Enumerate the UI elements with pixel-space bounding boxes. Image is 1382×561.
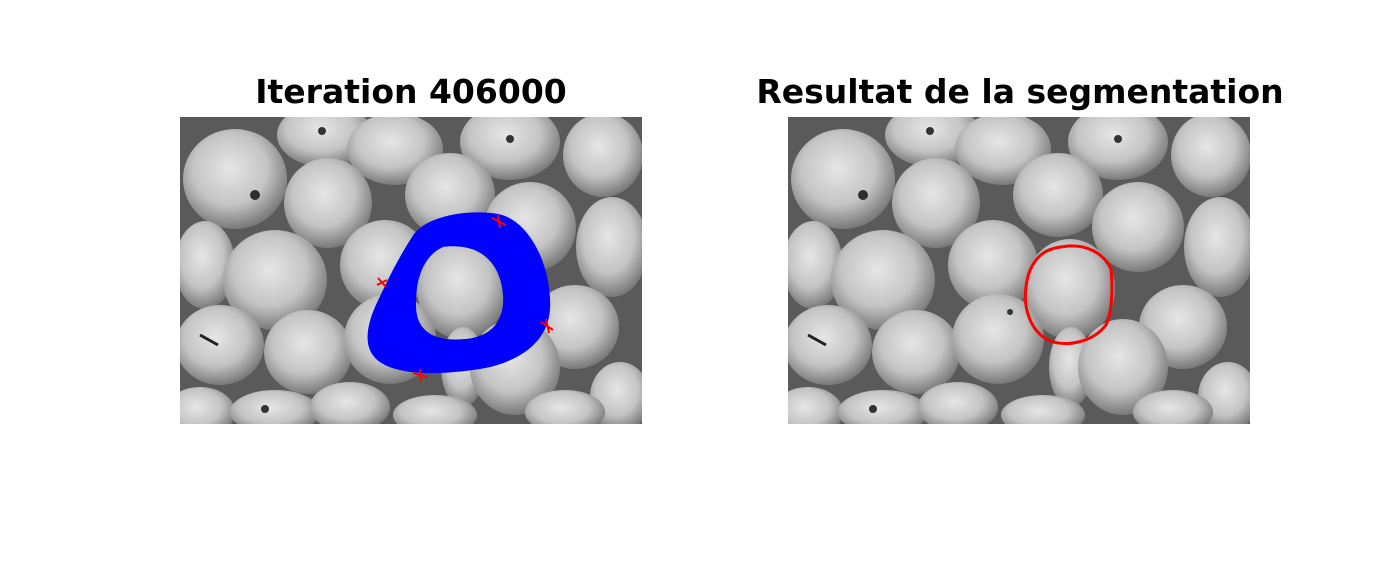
segmentation-image-panel xyxy=(788,117,1250,424)
iteration-image-panel xyxy=(180,117,642,424)
final-segmentation-contour xyxy=(1023,244,1114,345)
apples-image-segmentation xyxy=(788,117,1250,424)
apples-image-iteration xyxy=(180,117,642,424)
iteration-title: Iteration 406000 xyxy=(255,72,567,111)
evolving-contour-band xyxy=(367,212,551,374)
segmentation-result-title: Resultat de la segmentation xyxy=(756,72,1284,111)
contour-control-markers xyxy=(376,214,554,382)
